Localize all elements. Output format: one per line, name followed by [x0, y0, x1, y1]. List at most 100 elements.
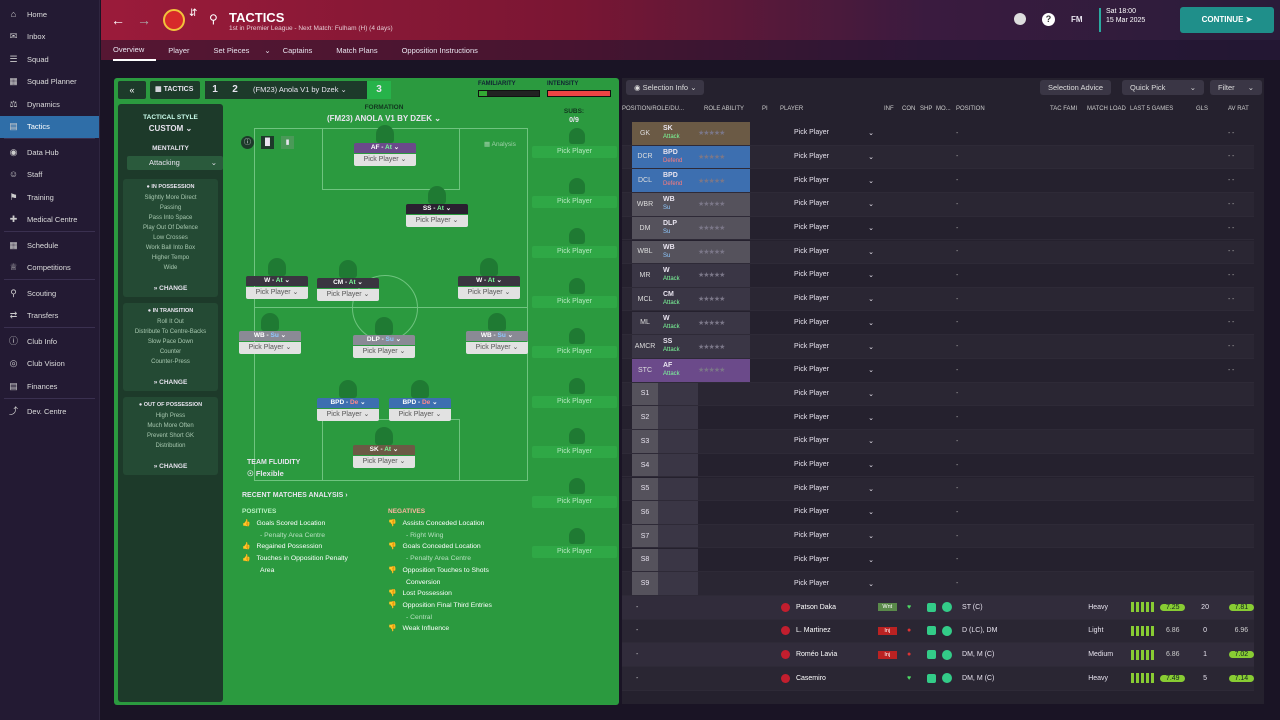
table-row[interactable]: S4 Pick Player ⌄ - — [622, 453, 1254, 478]
formation-select[interactable]: (FM23) ANOLA V1 BY DZEK ⌄ — [309, 114, 459, 123]
table-row[interactable]: DM DLP Su ★★★★★ Pick Player ⌄ - - - — [622, 216, 1254, 241]
sidebar-item-tactics[interactable]: ▤ Tactics — [0, 115, 99, 138]
sub-slot[interactable]: Pick Player — [532, 196, 617, 208]
out-possession-change[interactable]: » CHANGE — [153, 463, 188, 470]
column-header[interactable]: POSITION — [956, 106, 985, 112]
table-row[interactable]: S2 Pick Player ⌄ - — [622, 406, 1254, 430]
role-select[interactable]: CM Attack — [658, 287, 698, 311]
position-role[interactable]: SK - At ⌄ — [353, 445, 415, 455]
role-select[interactable]: SS Attack — [658, 335, 698, 358]
table-row[interactable]: GK SK Attack ★★★★★ Pick Player ⌄ - - - — [622, 122, 1254, 146]
role-select[interactable]: WB Su — [658, 193, 698, 216]
fm-logo[interactable]: FM — [1071, 15, 1083, 24]
pick-player-select[interactable]: Pick Player ⌄ — [246, 287, 308, 299]
role-select[interactable]: WB Su — [658, 240, 698, 264]
pick-player-select[interactable]: Pick Player ⌄ — [794, 461, 874, 469]
sidebar-item-competitions[interactable]: ♕ Competitions — [0, 257, 99, 280]
sub-slot[interactable]: Pick Player — [532, 246, 617, 258]
pitch-position[interactable]: CM - At ⌄ Pick Player ⌄ — [317, 278, 379, 302]
column-header[interactable]: AV RAT — [1228, 106, 1249, 112]
sidebar-item-finances[interactable]: ▤ Finances — [0, 375, 99, 398]
tactic-slot-1[interactable]: 1 — [205, 81, 225, 99]
sub-slot[interactable]: Pick Player — [532, 146, 617, 158]
pick-player-select[interactable]: Pick Player ⌄ — [794, 437, 874, 445]
pitch-position[interactable]: W - At ⌄ Pick Player ⌄ — [458, 276, 520, 300]
pick-player-select[interactable]: Pick Player ⌄ — [794, 248, 874, 256]
pick-player-select[interactable]: Pick Player ⌄ — [794, 485, 874, 493]
role-select[interactable]: W Attack — [658, 264, 698, 287]
table-row[interactable]: MR W Attack ★★★★★ Pick Player ⌄ - - - — [622, 264, 1254, 288]
position-role[interactable]: AF - At ⌄ — [354, 143, 416, 153]
team-fluidity[interactable]: ☉ Flexible — [247, 469, 284, 478]
collapse-button[interactable]: « — [118, 81, 146, 99]
position-role[interactable]: W - At ⌄ — [458, 276, 520, 286]
selection-advice-button[interactable]: Selection Advice — [1040, 80, 1112, 95]
tab-match-plans[interactable]: Match Plans — [336, 41, 389, 60]
pick-player-select[interactable]: Pick Player ⌄ — [239, 342, 301, 354]
tab-overview[interactable]: Overview — [113, 40, 157, 61]
table-row[interactable]: WBL WB Su ★★★★★ Pick Player ⌄ - - - — [622, 240, 1254, 265]
table-row[interactable]: S3 Pick Player ⌄ - — [622, 430, 1254, 454]
help-icon[interactable]: ? — [1042, 13, 1055, 26]
tactic-select[interactable]: (FM23) Anola V1 by Dzek ⌄ — [245, 81, 367, 99]
info-icon[interactable]: ⓘ — [241, 136, 254, 149]
chart-view-icon[interactable]: █ — [261, 136, 274, 149]
role-select[interactable]: W Attack — [658, 311, 698, 335]
pick-player-select[interactable]: Pick Player ⌄ — [794, 295, 874, 303]
role-select[interactable]: BPD Defend — [658, 145, 698, 169]
position-role[interactable]: BPD - De ⌄ — [317, 398, 379, 408]
pick-player-select[interactable]: Pick Player ⌄ — [317, 409, 379, 421]
pitch-position[interactable]: SK - At ⌄ Pick Player ⌄ — [353, 445, 415, 469]
table-row[interactable]: AMCR SS Attack ★★★★★ Pick Player ⌄ - - - — [622, 335, 1254, 359]
sub-slot[interactable]: Pick Player — [532, 396, 617, 408]
tab-opposition-instructions[interactable]: Opposition Instructions — [402, 41, 490, 60]
position-role[interactable]: W - At ⌄ — [246, 276, 308, 286]
sub-slot[interactable]: Pick Player — [532, 296, 617, 308]
pick-player-select[interactable]: Pick Player ⌄ — [794, 532, 874, 540]
role-select[interactable]: DLP Su — [658, 216, 698, 240]
sidebar-item-schedule[interactable]: ▦ Schedule — [0, 234, 99, 257]
tab-set-pieces[interactable]: Set Pieces ⌄ — [214, 41, 271, 60]
position-role[interactable]: DLP - Su ⌄ — [353, 335, 415, 345]
in-possession-change[interactable]: » CHANGE — [153, 285, 188, 292]
role-select[interactable]: SK Attack — [658, 122, 698, 145]
player-row[interactable]: - Roméo Lavia Inj ● DM, M (C) Medium 6.86 1 7.02 — [622, 643, 1255, 667]
pick-player-select[interactable]: Pick Player ⌄ — [406, 215, 468, 227]
pitch-position[interactable]: WB - Su ⌄ Pick Player ⌄ — [239, 331, 301, 355]
table-row[interactable]: S8 Pick Player ⌄ - — [622, 548, 1254, 573]
pick-player-select[interactable]: Pick Player ⌄ — [353, 456, 415, 468]
pick-player-select[interactable]: Pick Player ⌄ — [354, 154, 416, 166]
column-header[interactable]: CON — [902, 106, 916, 112]
pick-player-select[interactable]: Pick Player ⌄ — [353, 346, 415, 358]
pick-player-select[interactable]: Pick Player ⌄ — [317, 289, 379, 301]
table-row[interactable]: MCL CM Attack ★★★★★ Pick Player ⌄ - - - — [622, 287, 1254, 312]
position-role[interactable]: WB - Su ⌄ — [239, 331, 301, 341]
table-row[interactable]: ML W Attack ★★★★★ Pick Player ⌄ - - - — [622, 311, 1254, 336]
pick-player-select[interactable]: Pick Player ⌄ — [794, 390, 874, 398]
analysis-title[interactable]: RECENT MATCHES ANALYSIS › — [242, 492, 348, 499]
pick-player-select[interactable]: Pick Player ⌄ — [794, 366, 874, 374]
back-arrow-icon[interactable]: ← — [111, 12, 125, 28]
quick-pick-button[interactable]: Quick Pick ⌄ — [1122, 80, 1204, 95]
sidebar-item-dynamics[interactable]: ⚖ Dynamics — [0, 93, 99, 116]
pitch-position[interactable]: WB - Su ⌄ Pick Player ⌄ — [466, 331, 528, 355]
role-select[interactable]: BPD Defend — [658, 169, 698, 192]
pick-player-select[interactable]: Pick Player ⌄ — [794, 414, 874, 422]
column-header[interactable]: LAST 5 GAMES — [1130, 106, 1174, 112]
sidebar-item-club-info[interactable]: ⓘ Club Info — [0, 330, 99, 353]
column-header[interactable]: GLS — [1196, 106, 1209, 112]
column-header[interactable]: SHP — [920, 106, 933, 112]
pick-player-select[interactable]: Pick Player ⌄ — [794, 319, 874, 327]
pick-player-select[interactable]: Pick Player ⌄ — [794, 343, 874, 351]
column-header[interactable]: POSITION/ROLE/DU... — [622, 106, 685, 112]
position-role[interactable]: BPD - De ⌄ — [389, 398, 451, 408]
table-row[interactable]: S6 Pick Player ⌄ - — [622, 501, 1254, 525]
column-header[interactable]: INF — [884, 106, 894, 112]
search-icon[interactable]: ⚲ — [209, 12, 218, 26]
player-name[interactable]: Casemiro — [795, 674, 826, 682]
tab-captains[interactable]: Captains — [283, 41, 325, 60]
pick-player-select[interactable]: Pick Player ⌄ — [794, 508, 874, 516]
column-header[interactable]: MO... — [936, 106, 951, 112]
continue-button[interactable]: CONTINUE ➤ — [1180, 7, 1274, 33]
player-name[interactable]: Patson Daka — [795, 603, 837, 611]
